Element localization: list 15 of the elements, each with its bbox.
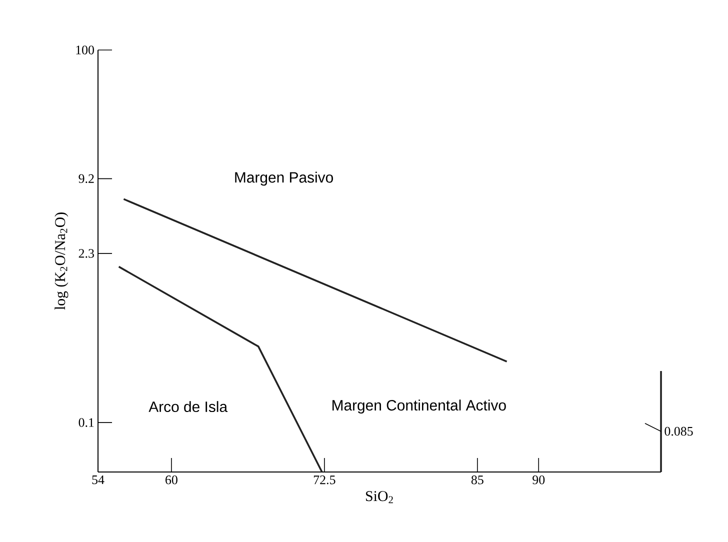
x-tick-label: 72.5 [314, 476, 336, 484]
x-tick-label: 54 [92, 476, 104, 484]
annotation: Margen Pasivo [235, 172, 333, 186]
y-tick-label: 9.2 [78, 174, 94, 184]
x-tick-label: 90 [532, 476, 545, 484]
annotation: Arco de Isla [148, 401, 228, 412]
annotation: 0.085 [664, 426, 693, 436]
x-axis-title: SiO$_{2}$ [366, 491, 393, 504]
annotation: Margen Continental Activo [332, 400, 506, 414]
y-tick-label: 2.3 [78, 249, 94, 258]
y-tick-label: 0.1 [78, 418, 94, 427]
x-tick-label: 85 [471, 476, 484, 484]
y-tick-label: 100 [76, 46, 94, 54]
x-tick-label: 60 [166, 476, 178, 484]
y-axis-title: log (K$_{2}$O/Na$_{2}$O) [54, 212, 68, 310]
